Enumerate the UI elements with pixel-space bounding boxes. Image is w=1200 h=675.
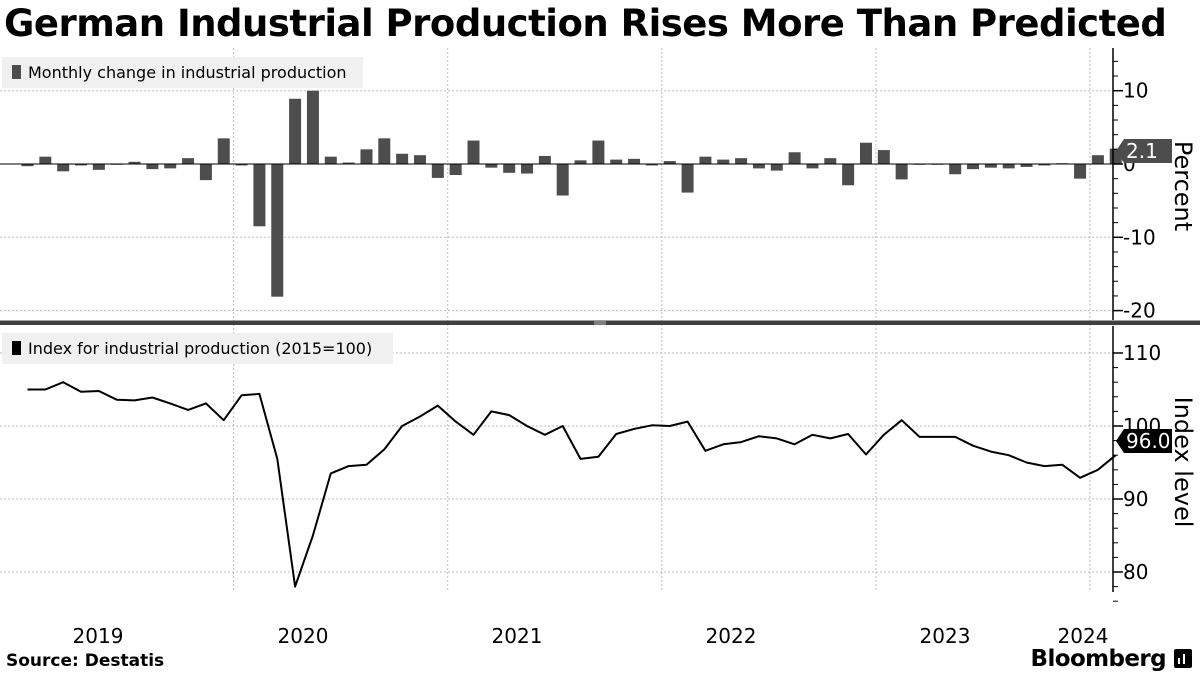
index-line	[27, 381, 1117, 588]
xtick-label-2024: 2024	[1058, 624, 1109, 648]
bar-48	[877, 150, 890, 164]
chart-title: German Industrial Production Rises More …	[4, 2, 1167, 45]
bloomberg-chart-icon	[1174, 649, 1192, 668]
last-value-index-box	[1116, 429, 1172, 453]
legend-swatch-line	[12, 341, 21, 355]
xtick-label-2020: 2020	[278, 624, 329, 648]
legend-label-bars: Monthly change in industrial production	[28, 63, 347, 82]
bar-19	[360, 149, 373, 164]
bar-28	[521, 164, 534, 174]
bar-40	[735, 158, 748, 164]
bar-59	[1074, 164, 1087, 179]
bar-54	[984, 164, 997, 168]
bar-series-monthly-change	[21, 90, 1122, 297]
line-series-index	[27, 381, 1117, 588]
bar-56	[1020, 164, 1033, 167]
bar-9	[182, 158, 195, 164]
bar-15	[289, 98, 302, 164]
bar-45	[824, 158, 837, 164]
bar-14	[271, 164, 284, 297]
last-value-bars-box	[1116, 139, 1172, 163]
xtick-label-2023: 2023	[920, 624, 971, 648]
ylabel-bars: Percent	[1169, 141, 1197, 231]
bar-38	[699, 156, 712, 164]
bar-37	[681, 164, 694, 193]
source-note: Source: Destatis	[6, 651, 165, 671]
bar-25	[467, 140, 480, 164]
bar-49	[895, 164, 908, 180]
legend-box-bars	[2, 57, 363, 88]
bar-10	[199, 164, 212, 181]
bar-23	[431, 164, 444, 178]
bar-60	[1091, 155, 1104, 164]
ytick-label-bars: -20	[1123, 299, 1156, 323]
bar-43	[788, 152, 801, 164]
bar-47	[859, 142, 872, 164]
ytick-label-bars: 10	[1123, 79, 1148, 103]
panel-divider	[0, 320, 1200, 325]
bar-18	[342, 162, 355, 164]
bar-27	[503, 164, 516, 173]
bar-42	[770, 164, 783, 171]
bar-13	[253, 164, 266, 227]
bar-20	[378, 138, 391, 164]
ytick-label-index: 80	[1123, 560, 1148, 584]
bar-2	[57, 164, 70, 172]
bar-11	[217, 138, 230, 164]
bar-39	[717, 159, 730, 164]
legend-swatch-bars	[12, 65, 21, 79]
bar-55	[1002, 164, 1015, 169]
bar-44	[806, 164, 819, 169]
bar-52	[949, 164, 962, 175]
bar-53	[967, 164, 980, 170]
bar-26	[485, 164, 498, 168]
ytick-label-bars: -10	[1123, 225, 1156, 249]
bar-7	[146, 164, 159, 170]
last-value-index-text: 96.0	[1126, 429, 1171, 453]
bar-22	[413, 155, 426, 164]
ylabel-index: Index level	[1169, 397, 1197, 528]
xtick-label-2022: 2022	[706, 624, 757, 648]
bar-33	[610, 159, 623, 164]
bar-41	[752, 164, 765, 169]
bar-17	[324, 156, 337, 164]
bar-3	[75, 164, 88, 166]
bar-36	[663, 161, 676, 164]
bar-29	[538, 155, 551, 164]
bar-6	[128, 161, 141, 164]
bar-21	[396, 153, 409, 164]
bar-1	[39, 156, 52, 164]
axes	[0, 48, 1200, 602]
bar-57	[1038, 164, 1051, 166]
bar-0	[21, 164, 34, 167]
axis-labels: Monthly change in industrial production I…	[2, 57, 1197, 648]
grid-lines	[0, 48, 1113, 592]
ytick-label-index: 110	[1123, 341, 1161, 365]
bar-31	[574, 160, 587, 164]
bar-46	[842, 164, 855, 186]
last-value-bars-text: 2.1	[1126, 139, 1158, 163]
bar-35	[645, 164, 658, 166]
bloomberg-logo: Bloomberg	[1030, 646, 1167, 672]
bar-12	[235, 164, 248, 166]
bar-4	[92, 164, 105, 170]
legend-label-line: Index for industrial production (2015=10…	[28, 339, 372, 358]
xtick-label-2019: 2019	[73, 624, 124, 648]
bar-16	[306, 90, 319, 164]
ytick-label-index: 90	[1123, 487, 1148, 511]
bar-32	[592, 140, 605, 164]
bar-24	[449, 164, 462, 175]
bar-8	[164, 164, 177, 169]
xtick-label-2021: 2021	[492, 624, 543, 648]
bar-34	[628, 158, 641, 164]
legend-box-line	[2, 333, 393, 364]
bar-30	[556, 164, 569, 196]
